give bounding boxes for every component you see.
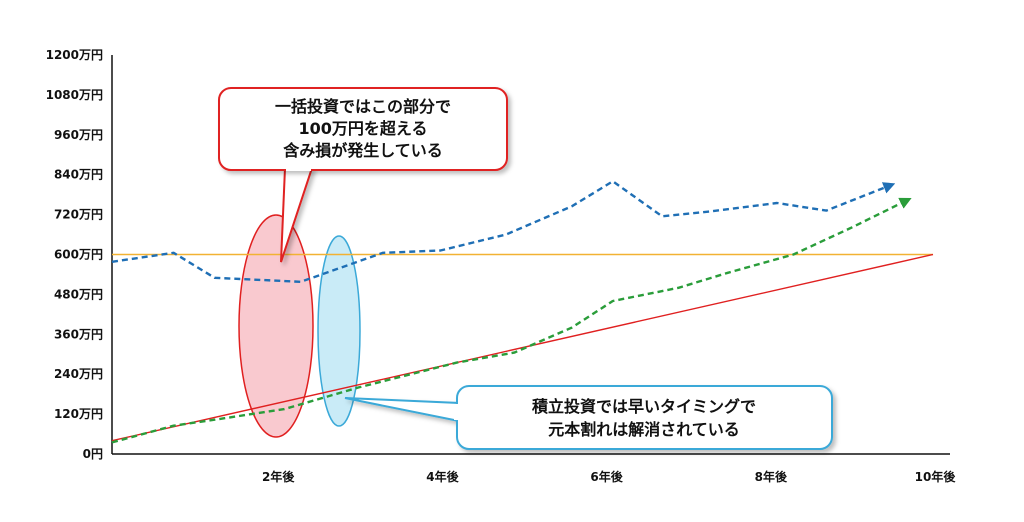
y-tick-label: 120万円 bbox=[54, 407, 103, 421]
callout-lump-sum-line-3: 含み損が発生している bbox=[283, 141, 443, 160]
y-tick-label: 240万円 bbox=[54, 367, 103, 381]
y-tick-label: 480万円 bbox=[54, 287, 103, 301]
x-tick-label: 2年後 bbox=[262, 469, 295, 484]
x-tick-label: 4年後 bbox=[426, 469, 459, 484]
callout-lump-sum-line-1: 一括投資ではこの部分で bbox=[275, 97, 451, 116]
y-tick-label: 360万円 bbox=[54, 327, 103, 341]
y-tick-label: 960万円 bbox=[54, 128, 103, 142]
series-line-1 bbox=[111, 197, 912, 444]
series-layer bbox=[111, 180, 934, 444]
x-tick-label: 10年後 bbox=[915, 469, 957, 484]
x-tick-label: 6年後 bbox=[590, 469, 623, 484]
callout-accumulation-pointer bbox=[344, 397, 460, 423]
recovery-highlight-ellipse bbox=[317, 235, 361, 427]
y-tick-label: 720万円 bbox=[54, 208, 103, 222]
callout-lump-sum-line-2: 100万円を超える bbox=[299, 119, 428, 138]
x-tick-labels: 2年後 4年後 6年後 8年後 10年後 bbox=[262, 469, 956, 484]
y-tick-labels: 0円 120万円 240万円 360万円 480万円 600万円 720万円 840万円 960… bbox=[46, 48, 103, 461]
y-tick-label: 1200万円 bbox=[46, 48, 103, 62]
callout-lump-sum: 一括投資ではこの部分で 100万円を超える 含み損が発生している bbox=[218, 87, 508, 263]
y-tick-label: 600万円 bbox=[54, 248, 103, 262]
y-tick-label: 840万円 bbox=[54, 168, 103, 182]
y-tick-label: 0円 bbox=[83, 447, 103, 461]
y-tick-label: 1080万円 bbox=[46, 88, 103, 102]
series-line-2 bbox=[111, 253, 934, 442]
x-tick-label: 8年後 bbox=[755, 469, 788, 484]
series-line-0 bbox=[111, 180, 896, 283]
callout-lump-sum-box bbox=[218, 87, 508, 171]
callout-accumulation-line-1: 積立投資では早いタイミングで bbox=[531, 397, 756, 416]
callout-accumulation: 積立投資では早いタイミングで 元本割れは解消されている bbox=[344, 385, 833, 450]
callout-accumulation-line-2: 元本割れは解消されている bbox=[548, 420, 740, 439]
callout-accumulation-box bbox=[456, 385, 833, 450]
loss-highlight-ellipse bbox=[238, 214, 314, 438]
